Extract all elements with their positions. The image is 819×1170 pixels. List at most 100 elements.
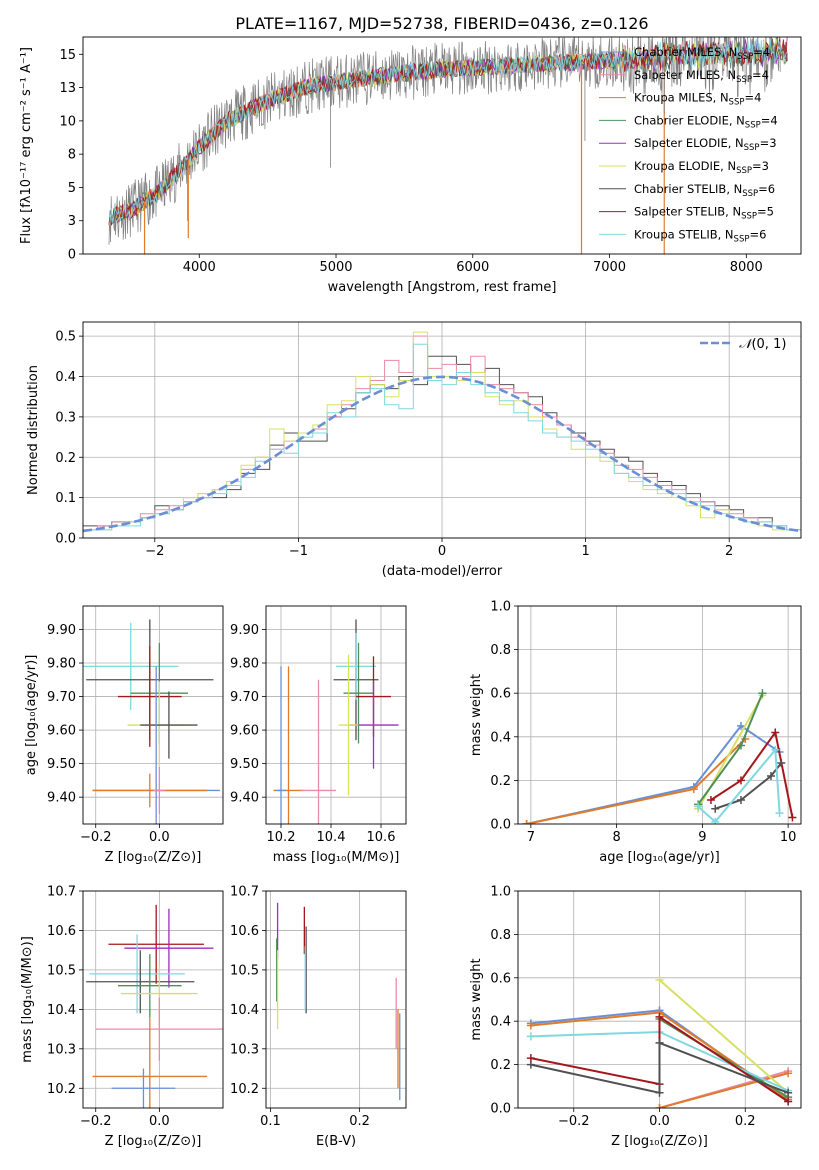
data-point-marker: [655, 1038, 664, 1047]
data-point-marker: [522, 820, 531, 824]
x-axis-label: wavelength [Angstrom, rest frame]: [328, 280, 557, 295]
normal-curve-line: [83, 375, 801, 533]
panel-residual_hist: −2 −1 0 1 2 0.0 0.1 0.2 0.3 0.4 0.5 (data-model)/er…: [26, 321, 802, 579]
legend-entry-value: =4: [752, 68, 769, 82]
legend-entry-subscript: SSP: [742, 189, 758, 199]
legend-entry-subscript: SSP: [745, 120, 761, 130]
legend-entry: Salpeter MILES, NSSP=4: [634, 68, 769, 85]
mass-weight-line: [710, 729, 794, 818]
data-point-marker: [526, 1021, 535, 1030]
legend-entry-args: (0, 1): [751, 337, 786, 352]
x-tick-label: −0.2: [558, 1114, 590, 1129]
x-tick-label: 0: [438, 544, 446, 559]
x-axis-label: Z [log₁₀(Z/Z⊙)]: [611, 1134, 708, 1149]
y-axis-label: Flux [fλ10⁻¹⁷ erg cm⁻² s⁻¹ A⁻¹]: [19, 47, 34, 244]
y-axis-label: mass weight: [469, 958, 484, 1040]
x-tick-label: 10.4: [317, 830, 346, 845]
panel-weight_vs_Z: −0.2 0.0 0.2 0.0 0.2 0.4 0.6 0.8 1.0 Z [log₁₀(Z/Z…: [469, 885, 802, 1149]
axes-frame: [265, 605, 407, 825]
data-point-marker: [788, 813, 797, 822]
y-tick-label: 10.5: [230, 963, 259, 978]
data-point-marker: [655, 975, 664, 984]
plot-area: [108, 37, 788, 254]
x-tick-label: 8000: [730, 260, 763, 275]
data-point-marker: [736, 741, 745, 750]
model-spectrum-line: [108, 38, 788, 226]
data-point-marker: [526, 1060, 535, 1069]
x-axis-label: (data-model)/error: [382, 564, 503, 579]
legend-entry-subscript: SSP: [736, 75, 752, 85]
y-tick-label: 0.5: [55, 330, 76, 345]
y-tick-label: 9.40: [47, 791, 76, 806]
data-point-marker: [736, 776, 745, 785]
legend-entry-value: =4: [744, 91, 761, 105]
plot-area: [276, 902, 401, 1101]
y-tick-label: 13: [59, 81, 76, 96]
y-tick-label: 0.4: [490, 1015, 511, 1030]
x-tick-label: 0.0: [649, 1114, 670, 1129]
y-tick-label: 5: [68, 181, 76, 196]
panel-weight_vs_age: 7 8 9 10 0.0 0.2 0.4 0.6 0.8 1.0 age [log₁₀(age/yr…: [469, 600, 802, 865]
data-point-marker: [736, 796, 745, 805]
y-tick-label: 9.70: [230, 690, 259, 705]
x-tick-label: −0.2: [80, 1114, 112, 1129]
data-point-marker: [758, 689, 767, 698]
x-tick-label: 10.6: [367, 830, 396, 845]
axes-frame: [82, 605, 224, 825]
y-tick-label: 0.8: [490, 643, 511, 658]
x-axis-label: Z [log₁₀(Z/Z⊙)]: [105, 1134, 202, 1149]
legend-entry-subscript: SSP: [736, 166, 752, 176]
figure-title: PLATE=1167, MJD=52738, FIBERID=0436, z=0…: [235, 14, 648, 33]
x-tick-label: 7000: [593, 260, 626, 275]
legend-entry: Chabrier MILES, NSSP=4: [634, 45, 770, 62]
mass-weight-line: [658, 979, 789, 1094]
mass-weight-line: [526, 724, 781, 824]
y-tick-label: 0: [68, 248, 76, 263]
x-tick-label: −1: [289, 544, 308, 559]
y-tick-label: 0.4: [490, 730, 511, 745]
y-tick-label: 9.70: [47, 690, 76, 705]
x-tick-label: 0.2: [735, 1114, 756, 1129]
legend-entry-text: Chabrier ELODIE, N: [634, 113, 745, 127]
panel-mass_vs_EBV: 0.1 0.2 10.2 10.3 10.4 10.5 10.6 10.7 E(B-V): [230, 885, 407, 1149]
panel-age_vs_mass: 10.2 10.4 10.6 9.40 9.50 9.60 9.70 9.80 9.90 mass…: [230, 605, 407, 865]
legend-entry: 𝒩(0, 1): [739, 337, 786, 352]
y-tick-label: 15: [59, 48, 76, 63]
legend-entry: Salpeter STELIB, NSSP=5: [634, 205, 774, 222]
data-point-marker: [736, 721, 745, 730]
data-point-marker: [777, 758, 786, 767]
plot-area: [83, 619, 220, 824]
x-tick-label: 1: [581, 544, 589, 559]
y-tick-label: 9.90: [47, 623, 76, 638]
y-tick-label: 10.3: [47, 1042, 76, 1057]
y-tick-label: 10.5: [47, 963, 76, 978]
y-tick-label: 0.0: [490, 818, 511, 833]
y-tick-label: 10.2: [230, 1082, 259, 1097]
panel-mass_vs_Z: −0.2 0.0 10.2 10.3 10.4 10.5 10.6 10.7 Z [log₁₀(…: [20, 885, 224, 1149]
x-tick-label: 0.1: [260, 1114, 281, 1129]
data-point-marker: [711, 804, 720, 813]
x-axis-label: E(B-V): [316, 1134, 356, 1149]
x-tick-label: 0.2: [349, 1114, 370, 1129]
model-spectrum-line: [108, 38, 788, 226]
y-tick-label: 9.60: [230, 724, 259, 739]
y-axis-label: age [log₁₀(age/yr)]: [24, 655, 39, 776]
panel-spectrum: 4000 5000 6000 7000 8000 0 3 5 8 10 13 15 wavelength…: [19, 36, 802, 295]
data-point-marker: [655, 1104, 664, 1108]
x-tick-label: 7: [527, 830, 535, 845]
data-point-marker: [771, 745, 780, 754]
x-tick-label: −0.2: [80, 830, 112, 845]
mass-weight-line: [659, 1072, 789, 1108]
y-tick-label: 0.2: [55, 451, 76, 466]
data-point-marker: [694, 802, 703, 811]
x-tick-label: 0.0: [149, 830, 170, 845]
y-tick-label: 10.4: [47, 1003, 76, 1018]
legend-entry-value: =3: [752, 159, 769, 173]
y-tick-label: 0.2: [490, 774, 511, 789]
y-tick-label: 8: [68, 148, 76, 163]
data-point-marker: [775, 809, 784, 818]
legend-entry-text: Salpeter STELIB, N: [634, 205, 741, 219]
legend-entry: Chabrier STELIB, NSSP=6: [634, 182, 775, 199]
y-tick-label: 9.80: [230, 657, 259, 672]
legend-entry-text: Kroupa STELIB, N: [634, 227, 734, 241]
